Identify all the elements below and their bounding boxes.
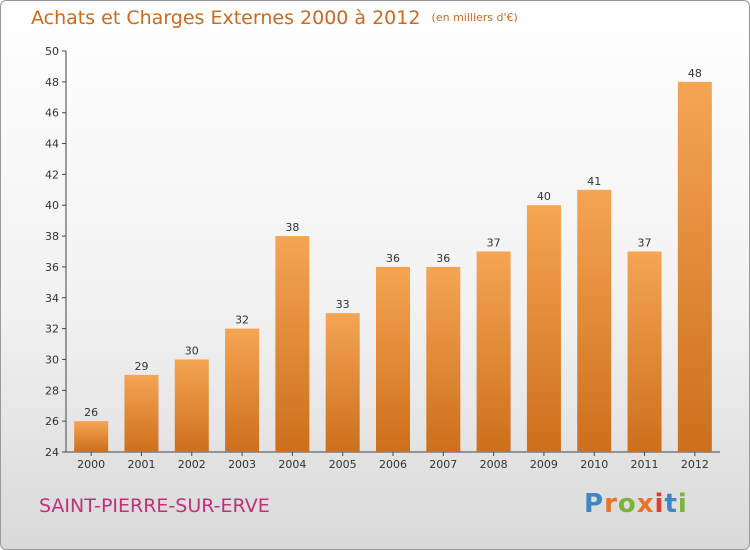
bar	[476, 251, 511, 452]
x-tick-label: 2010	[580, 458, 608, 471]
bar-value-label: 37	[487, 237, 501, 250]
x-tick-label: 2009	[530, 458, 558, 471]
y-tick-label: 26	[45, 415, 59, 428]
bar	[677, 81, 712, 452]
x-tick-label: 2012	[681, 458, 709, 471]
y-tick-label: 40	[45, 199, 59, 212]
bar	[376, 266, 410, 452]
logo-letter: t	[664, 489, 678, 519]
logo-letter: r	[604, 489, 618, 519]
y-tick-label: 46	[45, 107, 59, 120]
y-tick-label: 28	[45, 384, 59, 397]
bar	[275, 236, 310, 452]
title-row: Achats et Charges Externes 2000 à 2012 (…	[31, 7, 518, 29]
bar-value-label: 36	[436, 252, 450, 265]
x-tick-label: 2006	[379, 458, 407, 471]
x-tick-label: 2001	[127, 458, 155, 471]
y-tick-label: 42	[45, 168, 59, 181]
bar-value-label: 48	[688, 67, 702, 80]
chart-title: Achats et Charges Externes 2000 à 2012	[31, 7, 421, 29]
bar	[325, 313, 360, 452]
x-tick-label: 2005	[329, 458, 357, 471]
commune-name: SAINT-PIERRE-SUR-ERVE	[39, 495, 270, 517]
x-tick-label: 2007	[429, 458, 457, 471]
chart-unit: (en milliers d'€)	[431, 11, 518, 24]
bar-value-label: 30	[185, 344, 199, 357]
bar-value-label: 26	[84, 406, 98, 419]
bar-value-label: 32	[235, 314, 249, 327]
bar	[627, 251, 662, 452]
x-tick-label: 2000	[77, 458, 105, 471]
bar	[124, 374, 159, 452]
logo-letter: x	[636, 489, 655, 519]
y-tick-label: 36	[45, 261, 59, 274]
x-tick-label: 2002	[178, 458, 206, 471]
y-tick-label: 50	[45, 45, 59, 58]
bar-value-label: 40	[537, 190, 551, 203]
logo-letter: i	[654, 489, 665, 519]
bar-value-label: 41	[587, 175, 601, 188]
y-tick-label: 48	[45, 76, 59, 89]
bar	[174, 359, 209, 452]
bar-value-label: 36	[386, 252, 400, 265]
bar-value-label: 29	[134, 360, 148, 373]
bar-value-label: 33	[336, 298, 350, 311]
y-tick-label: 38	[45, 230, 59, 243]
logo-letter: P	[584, 489, 605, 519]
y-tick-label: 34	[45, 292, 59, 305]
y-tick-label: 30	[45, 353, 59, 366]
x-tick-label: 2003	[228, 458, 256, 471]
y-tick-label: 32	[45, 323, 59, 336]
bar	[526, 205, 561, 452]
x-tick-label: 2008	[480, 458, 508, 471]
y-tick-label: 44	[45, 138, 59, 151]
bar	[74, 421, 109, 452]
proxiti-logo: Proxiti	[584, 489, 688, 519]
bar	[225, 328, 260, 452]
bar-value-label: 37	[638, 237, 652, 250]
bar	[426, 266, 461, 452]
x-tick-label: 2011	[631, 458, 659, 471]
bar-value-label: 38	[285, 221, 299, 234]
y-tick-label: 24	[45, 446, 59, 459]
logo-letter: i	[677, 489, 688, 519]
x-tick-label: 2004	[278, 458, 306, 471]
bar	[577, 189, 612, 453]
logo-letter: o	[617, 489, 637, 519]
